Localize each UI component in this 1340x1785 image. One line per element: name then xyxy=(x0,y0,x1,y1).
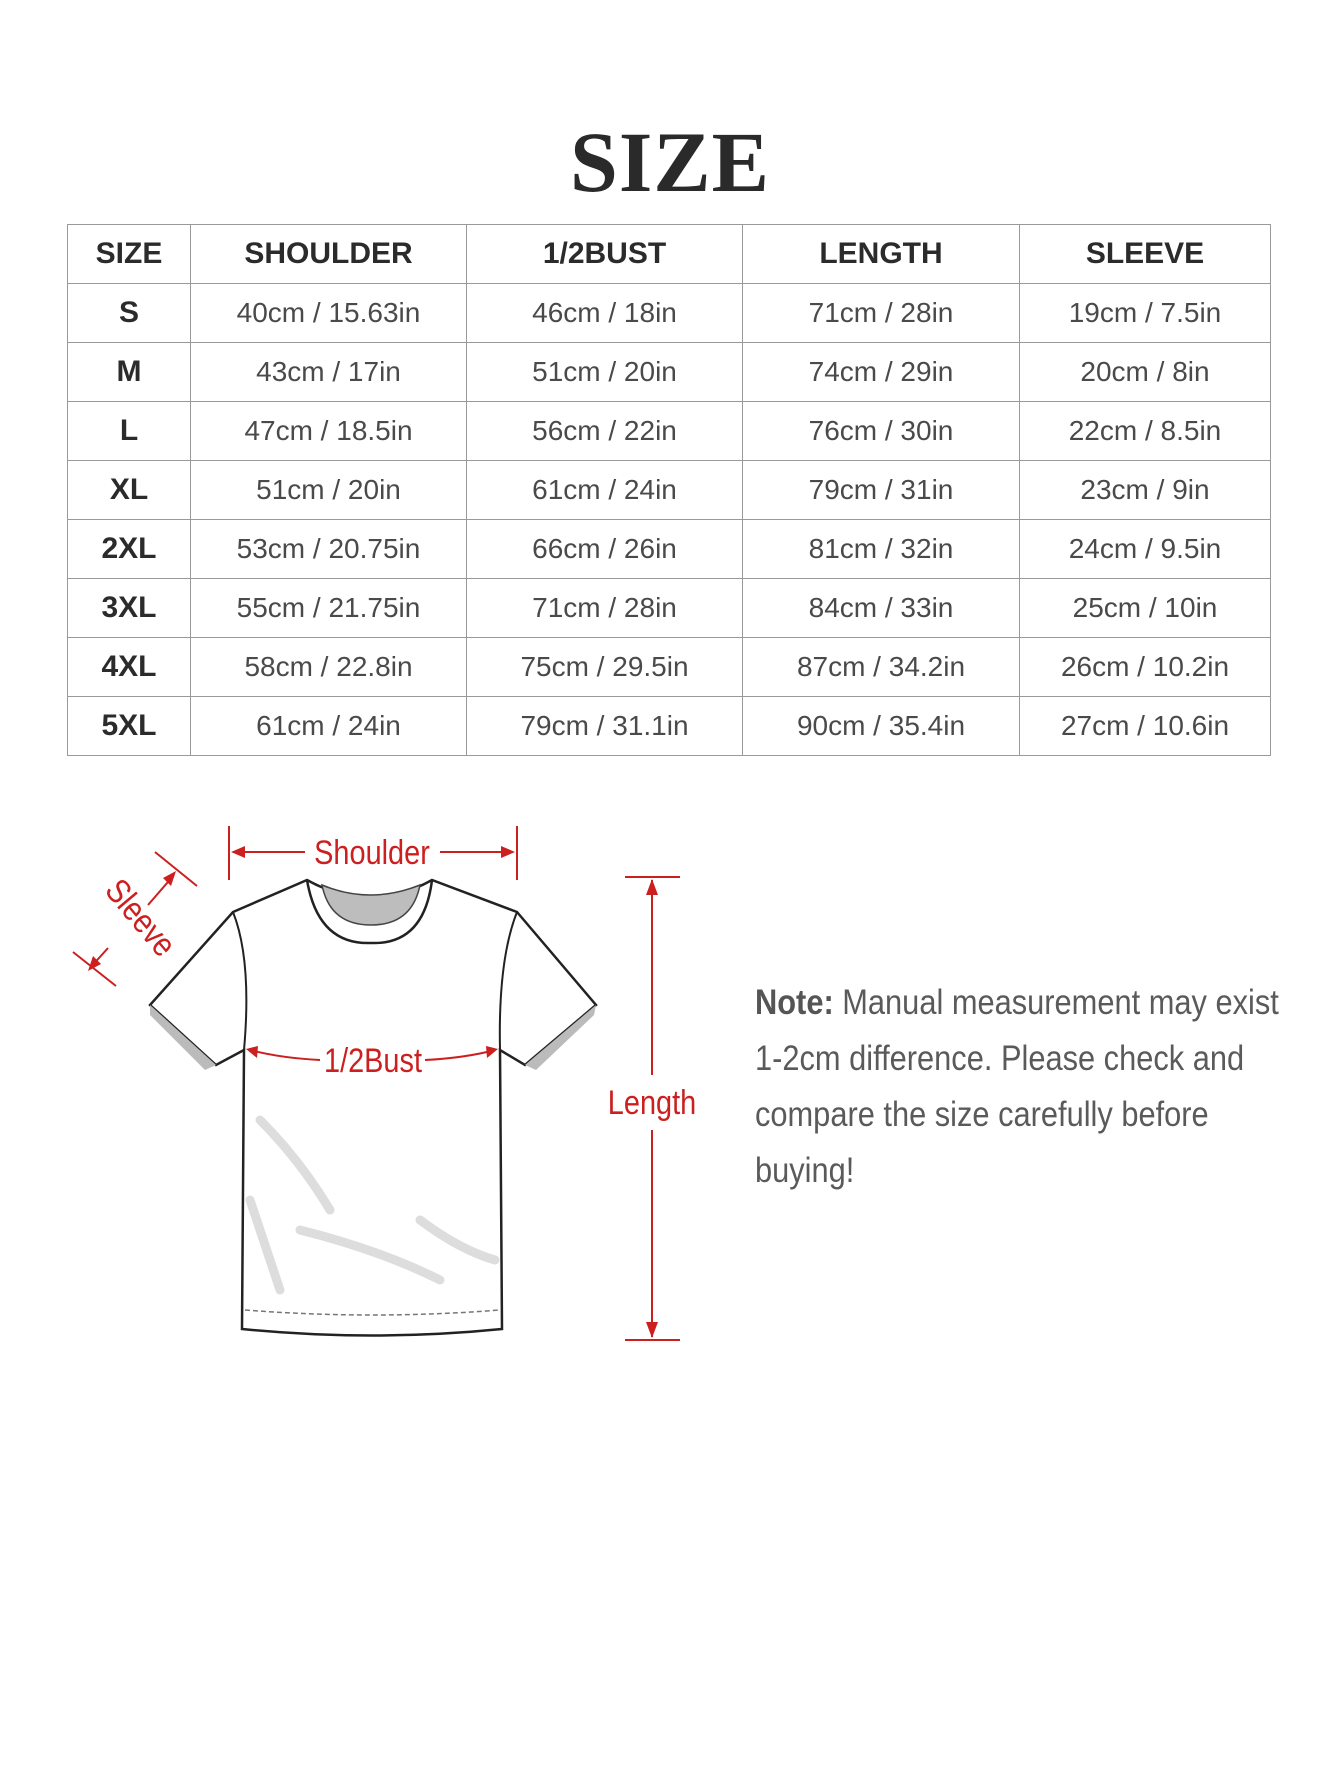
measurement-cell: 22cm / 8.5in xyxy=(1019,401,1271,461)
measurement-cell: 51cm / 20in xyxy=(190,460,467,520)
measurement-cell: 71cm / 28in xyxy=(742,283,1020,343)
measurement-cell: 58cm / 22.8in xyxy=(190,637,467,697)
sleeve-tick-bottom xyxy=(72,951,117,987)
measurement-cell: 46cm / 18in xyxy=(466,283,743,343)
table-row: 3XL 55cm / 21.75in 71cm / 28in 84cm / 33in 2… xyxy=(67,578,1271,638)
table-row: L 47cm / 18.5in 56cm / 22in 76cm / 30in 22cm… xyxy=(67,401,1271,461)
measurement-cell: 71cm / 28in xyxy=(466,578,743,638)
table-row: 2XL 53cm / 20.75in 66cm / 26in 81cm / 32in 2… xyxy=(67,519,1271,579)
header-length: LENGTH xyxy=(742,224,1020,284)
measurement-cell: 75cm / 29.5in xyxy=(466,637,743,697)
size-cell: S xyxy=(67,283,191,343)
size-table: SIZE SHOULDER 1/2BUST LENGTH SLEEVE S 40c… xyxy=(67,224,1271,756)
size-cell: 4XL xyxy=(67,637,191,697)
tshirt-measurement-diagram: Shoulder 1/2Bust Length Sleeve xyxy=(72,826,696,1341)
measurement-cell: 19cm / 7.5in xyxy=(1019,283,1271,343)
measurement-cell: 87cm / 34.2in xyxy=(742,637,1020,697)
measurement-cell: 61cm / 24in xyxy=(190,696,467,756)
table-row: 5XL 61cm / 24in 79cm / 31.1in 90cm / 35.4in… xyxy=(67,696,1271,756)
table-row: S 40cm / 15.63in 46cm / 18in 71cm / 28in 19c… xyxy=(67,283,1271,343)
size-cell: 2XL xyxy=(67,519,191,579)
measurement-cell: 84cm / 33in xyxy=(742,578,1020,638)
shoulder-label: Shoulder xyxy=(314,833,430,872)
measurement-cell: 47cm / 18.5in xyxy=(190,401,467,461)
table-row: M 43cm / 17in 51cm / 20in 74cm / 29in 20cm /… xyxy=(67,342,1271,402)
length-label: Length xyxy=(608,1083,696,1122)
size-cell: L xyxy=(67,401,191,461)
measurement-cell: 26cm / 10.2in xyxy=(1019,637,1271,697)
sleeve-tick-top xyxy=(154,851,198,887)
size-cell: M xyxy=(67,342,191,402)
note-text: Manual measurement may exist 1-2cm diffe… xyxy=(755,983,1279,1190)
sleeve-label: Sleeve xyxy=(98,871,185,964)
size-cell: 5XL xyxy=(67,696,191,756)
table-row: 4XL 58cm / 22.8in 75cm / 29.5in 87cm / 34.2… xyxy=(67,637,1271,697)
header-bust: 1/2BUST xyxy=(466,224,743,284)
measurement-cell: 53cm / 20.75in xyxy=(190,519,467,579)
measurement-cell: 76cm / 30in xyxy=(742,401,1020,461)
table-row: XL 51cm / 20in 61cm / 24in 79cm / 31in 23cm … xyxy=(67,460,1271,520)
measurement-cell: 43cm / 17in xyxy=(190,342,467,402)
measurement-cell: 61cm / 24in xyxy=(466,460,743,520)
bust-label: 1/2Bust xyxy=(324,1041,422,1080)
table-header-row: SIZE SHOULDER 1/2BUST LENGTH SLEEVE xyxy=(67,224,1271,284)
header-sleeve: SLEEVE xyxy=(1019,224,1271,284)
measurement-note: Note: Manual measurement may exist 1-2cm… xyxy=(755,975,1301,1199)
measurement-cell: 66cm / 26in xyxy=(466,519,743,579)
header-size: SIZE xyxy=(67,224,191,284)
size-cell: 3XL xyxy=(67,578,191,638)
measurement-cell: 56cm / 22in xyxy=(466,401,743,461)
measurement-cell: 90cm / 35.4in xyxy=(742,696,1020,756)
measurement-cell: 23cm / 9in xyxy=(1019,460,1271,520)
measurement-cell: 40cm / 15.63in xyxy=(190,283,467,343)
measurement-cell: 74cm / 29in xyxy=(742,342,1020,402)
measurement-cell: 24cm / 9.5in xyxy=(1019,519,1271,579)
measurement-cell: 79cm / 31in xyxy=(742,460,1020,520)
measurement-cell: 79cm / 31.1in xyxy=(466,696,743,756)
page-title: SIZE xyxy=(569,114,771,210)
tshirt-icon xyxy=(148,878,598,1337)
measurement-cell: 27cm / 10.6in xyxy=(1019,696,1271,756)
size-cell: XL xyxy=(67,460,191,520)
measurement-cell: 51cm / 20in xyxy=(466,342,743,402)
note-label: Note: xyxy=(755,983,834,1022)
measurement-cell: 55cm / 21.75in xyxy=(190,578,467,638)
header-shoulder: SHOULDER xyxy=(190,224,467,284)
measurement-cell: 20cm / 8in xyxy=(1019,342,1271,402)
measurement-cell: 81cm / 32in xyxy=(742,519,1020,579)
measurement-cell: 25cm / 10in xyxy=(1019,578,1271,638)
